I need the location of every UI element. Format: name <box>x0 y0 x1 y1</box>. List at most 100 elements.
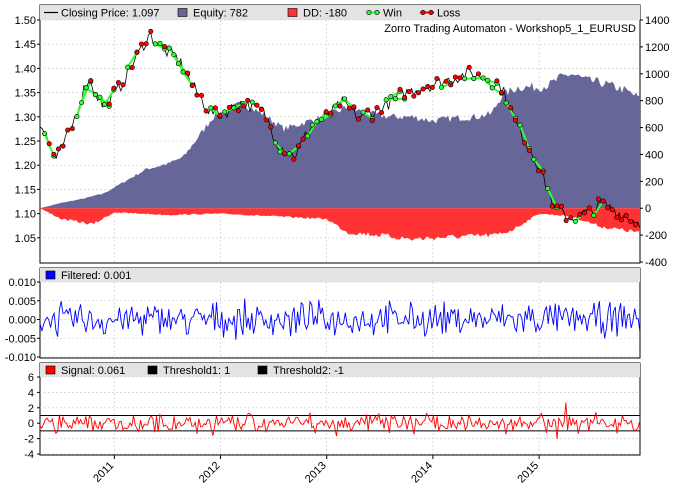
loss-trade-marker <box>65 127 71 133</box>
loss-trade-marker <box>420 86 426 92</box>
legend-swatch-dot <box>374 10 380 16</box>
right-tick-label: 400 <box>645 149 663 161</box>
loss-trade-marker <box>111 85 117 91</box>
win-trade-marker <box>286 151 292 157</box>
win-trade-marker <box>383 97 389 103</box>
right-tick-label: 0 <box>645 203 651 215</box>
win-trade-marker <box>360 109 366 115</box>
signal-tick-label: 2 <box>28 403 34 415</box>
loss-trade-marker <box>628 218 634 224</box>
loss-trade-marker <box>268 124 274 130</box>
loss-trade-marker <box>632 222 638 228</box>
loss-trade-marker <box>512 117 518 123</box>
signal-tick-label: -4 <box>24 449 34 461</box>
win-trade-marker <box>102 102 108 108</box>
loss-trade-marker <box>263 117 269 123</box>
signal-axis-ticks: 6 4 2 0 -2 -4 <box>24 372 40 461</box>
left-tick-label: 1.20 <box>15 160 36 172</box>
win-trade-marker <box>531 156 537 162</box>
loss-trade-marker <box>282 151 288 157</box>
win-trade-marker <box>305 133 311 139</box>
left-tick-label: 1.30 <box>15 112 36 124</box>
main-legend: Closing Price: 1.097 Equity: 782 DD: -180 W… <box>44 8 461 20</box>
win-trade-segment <box>126 51 138 68</box>
loss-trade-marker <box>300 136 306 142</box>
filtered-tick-label: 0.000 <box>8 315 36 327</box>
loss-trade-marker <box>466 64 472 70</box>
loss-trade-marker <box>365 107 371 113</box>
signal-tick-label: 0 <box>28 418 34 430</box>
win-trade-marker <box>392 96 398 102</box>
loss-trade-marker <box>526 147 532 153</box>
drawdown-series <box>40 208 640 241</box>
signal-grid <box>40 376 640 455</box>
right-tick-label: 1000 <box>645 69 669 81</box>
loss-trade-marker <box>148 28 154 34</box>
loss-trade-marker <box>374 105 380 111</box>
loss-trade-marker <box>129 65 135 71</box>
left-tick-label: 1.50 <box>15 15 36 27</box>
legend-label: Threshold2: -1 <box>273 365 344 377</box>
signal-tick-label: -2 <box>24 434 34 446</box>
loss-trade-marker <box>415 90 421 96</box>
legend-label: Filtered: 0.001 <box>61 270 131 282</box>
win-trade-marker <box>249 99 255 105</box>
signal-plot-frame <box>39 362 641 456</box>
win-trade-segment <box>182 71 194 86</box>
right-tick-label: 1400 <box>645 15 669 27</box>
win-trade-marker <box>314 119 320 125</box>
loss-trade-marker <box>120 82 126 88</box>
loss-trade-marker <box>623 213 629 219</box>
left-tick-label: 1.05 <box>15 233 36 245</box>
loss-trade-marker <box>240 103 246 109</box>
loss-trade-marker <box>411 93 417 99</box>
filtered-series <box>39 298 641 340</box>
win-trade-marker <box>97 94 103 100</box>
loss-trade-marker <box>397 86 403 92</box>
legend-label: Win <box>383 8 402 20</box>
left-tick-label: 1.15 <box>15 184 36 196</box>
loss-trade-marker <box>328 110 334 116</box>
loss-trade-marker <box>245 97 251 103</box>
left-tick-label: 1.25 <box>15 136 36 148</box>
loss-trade-marker <box>434 76 440 82</box>
loss-trade-marker <box>46 141 52 147</box>
filtered-panel: 0.010 0.005 0.000 -0.005 -0.010 Filtered: 0.… <box>5 267 641 364</box>
win-trade-marker <box>208 105 214 111</box>
filtered-line <box>39 298 641 340</box>
loss-trade-marker <box>291 156 297 162</box>
right-tick-label: 200 <box>645 176 663 188</box>
loss-trade-marker <box>189 83 195 89</box>
loss-trade-marker <box>586 205 592 211</box>
win-trade-marker <box>171 52 177 58</box>
loss-trade-marker <box>226 104 232 110</box>
win-trade-marker <box>439 84 445 90</box>
loss-trade-marker <box>379 110 385 116</box>
loss-trade-marker <box>143 41 149 47</box>
filtered-plot-frame <box>39 267 641 359</box>
loss-trade-marker <box>549 203 555 209</box>
right-tick-label: 800 <box>645 96 663 108</box>
win-trade-marker <box>125 64 131 70</box>
loss-trade-marker <box>457 75 463 81</box>
win-trade-marker <box>489 85 495 91</box>
filtered-tick-label: -0.005 <box>5 333 36 345</box>
trade-markers <box>42 28 638 228</box>
right-tick-label: 1200 <box>645 42 669 54</box>
win-trade-marker <box>503 100 509 106</box>
loss-trade-marker <box>337 103 343 109</box>
filtered-legend-bar <box>40 268 640 282</box>
legend-swatch <box>45 365 56 375</box>
signal-tick-label: 6 <box>28 372 34 384</box>
filtered-tick-label: 0.005 <box>8 296 36 308</box>
loss-trade-marker <box>217 113 223 119</box>
win-trade-marker <box>332 103 338 109</box>
loss-trade-marker <box>540 169 546 175</box>
loss-trade-marker <box>355 116 361 122</box>
loss-trade-marker <box>508 105 514 111</box>
win-trade-marker <box>92 92 98 98</box>
loss-trade-marker <box>452 74 458 80</box>
loss-trade-marker <box>609 207 615 213</box>
loss-trade-marker <box>199 92 205 98</box>
win-trade-marker <box>471 76 477 82</box>
